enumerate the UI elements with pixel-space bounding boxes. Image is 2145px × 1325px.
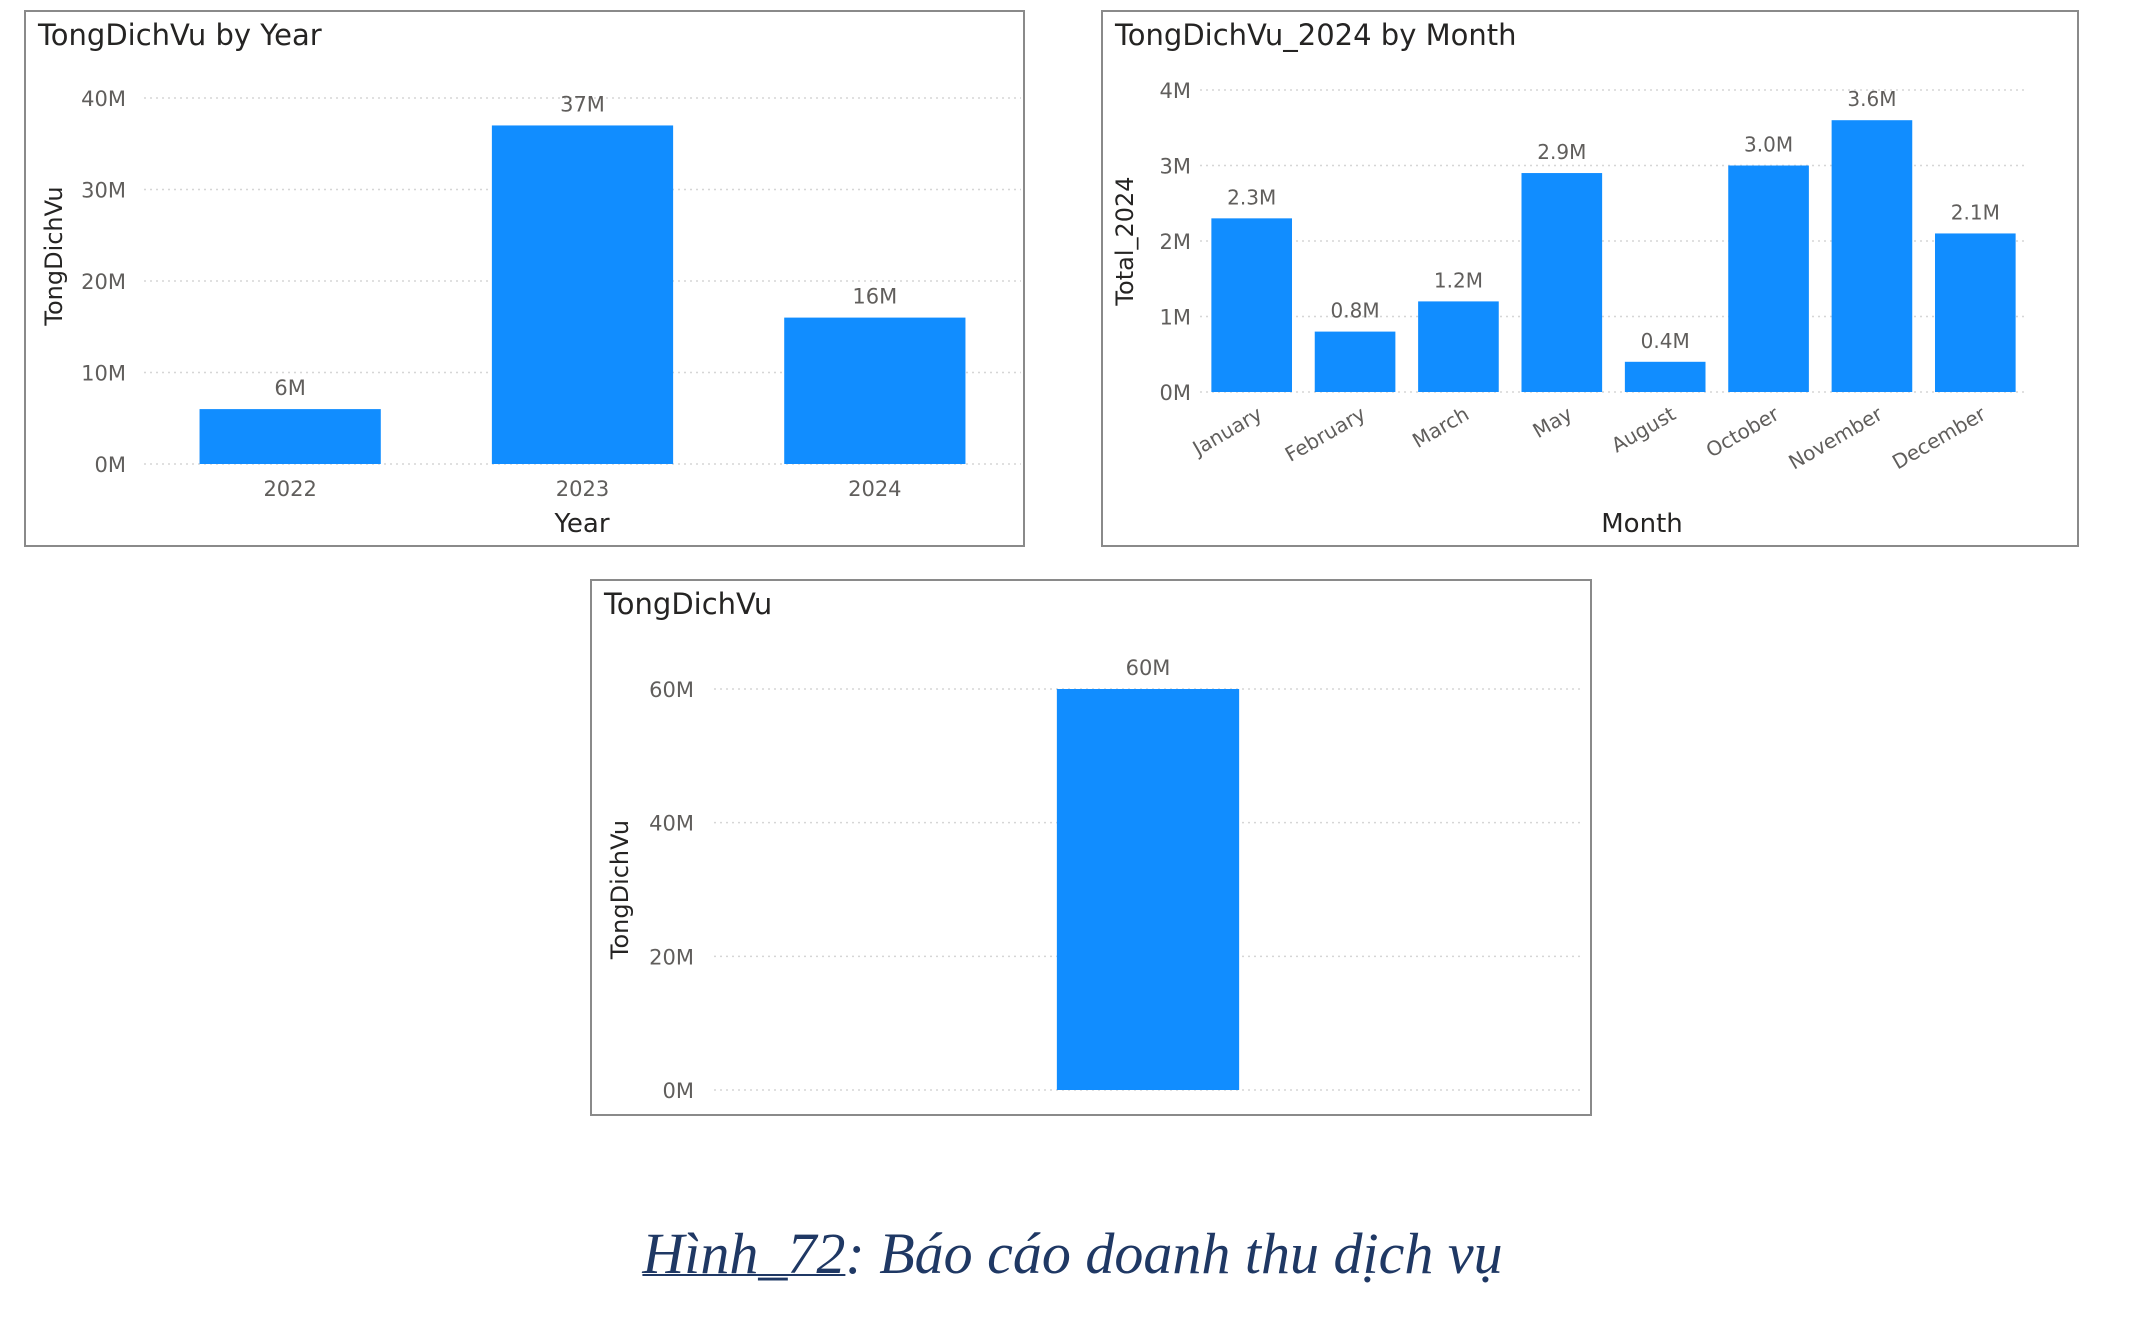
y-tick-label: 60M bbox=[649, 678, 694, 702]
data-label: 2.9M bbox=[1537, 140, 1586, 164]
figure-caption: Hình_72: Báo cáo doanh thu dịch vụ bbox=[0, 1220, 2145, 1287]
chart-panel-by-month: TongDichVu_2024 by Month 0M 1M 2M 3M 4M 2.3M J… bbox=[1101, 10, 2079, 547]
chart-by-month: 0M 1M 2M 3M 4M 2.3M January 0.8M February 1.2M Mar… bbox=[1111, 79, 2027, 539]
x-tick-label: 2024 bbox=[848, 477, 901, 501]
y-tick-label: 40M bbox=[81, 87, 126, 111]
bar bbox=[491, 125, 674, 464]
bar bbox=[1521, 173, 1603, 392]
data-label: 60M bbox=[1126, 656, 1171, 680]
y-tick-label: 10M bbox=[81, 362, 126, 386]
data-label: 2.3M bbox=[1227, 185, 1276, 209]
chart-total: 0M 20M 40M 60M 60M TongDichVu bbox=[606, 656, 1582, 1103]
x-tick-label: January bbox=[1187, 401, 1267, 461]
x-tick-label: March bbox=[1408, 402, 1473, 453]
x-tick-label: February bbox=[1281, 401, 1370, 466]
y-tick-label: 40M bbox=[649, 812, 694, 836]
y-axis-title: TongDichVu bbox=[606, 820, 634, 960]
data-label: 37M bbox=[560, 92, 605, 116]
caption-label: Hình_72 bbox=[642, 1221, 846, 1286]
y-tick-label: 3M bbox=[1160, 155, 1191, 179]
bar bbox=[1624, 361, 1706, 392]
bar bbox=[1831, 120, 1913, 392]
x-tick-label: 2022 bbox=[263, 477, 316, 501]
bar bbox=[199, 409, 381, 464]
x-axis-title: Month bbox=[1601, 509, 1683, 539]
y-tick-label: 4M bbox=[1160, 79, 1191, 103]
data-label: 3.0M bbox=[1744, 133, 1793, 157]
bar bbox=[1728, 165, 1809, 392]
x-tick-label: 2023 bbox=[556, 477, 609, 501]
chart-panel-by-year: TongDichVu by Year 0M 10M 20M 30M 40M 6M 2022 3… bbox=[24, 10, 1025, 547]
caption-text: : Báo cáo doanh thu dịch vụ bbox=[845, 1221, 1503, 1286]
data-label: 6M bbox=[274, 376, 305, 400]
y-tick-label: 2M bbox=[1160, 230, 1191, 254]
y-axis-title: TongDichVu bbox=[40, 186, 68, 326]
y-tick-label: 1M bbox=[1160, 306, 1191, 330]
x-tick-label: May bbox=[1528, 401, 1576, 443]
y-tick-label: 0M bbox=[95, 453, 126, 477]
x-tick-label: August bbox=[1607, 401, 1680, 457]
y-tick-label: 20M bbox=[81, 270, 126, 294]
x-tick-label: October bbox=[1702, 401, 1784, 462]
x-tick-label: December bbox=[1888, 401, 1990, 474]
bar bbox=[1418, 301, 1499, 392]
chart-title: TongDichVu bbox=[604, 587, 773, 621]
y-tick-label: 20M bbox=[649, 945, 694, 969]
data-label: 16M bbox=[852, 285, 897, 309]
y-tick-label: 30M bbox=[81, 179, 126, 203]
bar bbox=[1056, 689, 1240, 1090]
bar bbox=[1934, 233, 2016, 392]
chart-title: TongDichVu_2024 by Month bbox=[1115, 18, 1517, 52]
y-axis-title: Total_2024 bbox=[1111, 176, 1139, 306]
chart-by-year: 0M 10M 20M 30M 40M 6M 2022 37M 2023 16M 2024 Year To… bbox=[40, 87, 1021, 539]
bar bbox=[1314, 331, 1396, 392]
x-axis-title: Year bbox=[553, 509, 609, 539]
data-label: 2.1M bbox=[1951, 200, 2000, 224]
bar bbox=[1211, 218, 1293, 392]
y-tick-label: 0M bbox=[1160, 381, 1191, 405]
x-tick-label: November bbox=[1784, 401, 1887, 474]
data-label: 3.6M bbox=[1847, 87, 1896, 111]
data-label: 0.8M bbox=[1331, 299, 1380, 323]
data-label: 0.4M bbox=[1641, 329, 1690, 353]
chart-title: TongDichVu by Year bbox=[38, 18, 322, 52]
data-label: 1.2M bbox=[1434, 268, 1483, 292]
bar bbox=[784, 317, 966, 464]
y-tick-label: 0M bbox=[663, 1079, 694, 1103]
chart-panel-total: TongDichVu 0M 20M 40M 60M 60M TongDichVu bbox=[590, 579, 1592, 1116]
